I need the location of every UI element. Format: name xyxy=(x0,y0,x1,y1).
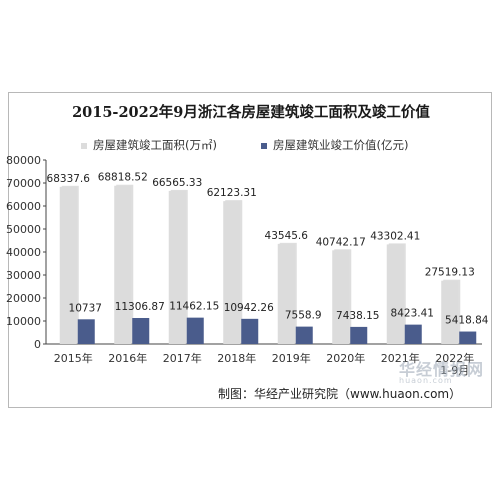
bar-area xyxy=(59,186,77,344)
data-label-area: 62123.31 xyxy=(207,187,257,199)
data-label-area: 40742.17 xyxy=(316,236,366,248)
legend: 房屋建筑竣工面积(万㎡) 房屋建筑业竣工价值(亿元) xyxy=(9,137,493,155)
bar-area xyxy=(386,244,404,344)
data-label-value: 7558.9 xyxy=(285,310,322,322)
source-credit: 制图：华经产业研究院（www.huaon.com） xyxy=(218,387,462,401)
watermark: 华经情报网 huaon.com xyxy=(385,352,495,392)
legend-item-value: 房屋建筑业竣工价值(亿元) xyxy=(261,137,408,153)
bar-value xyxy=(459,331,477,344)
bar-area xyxy=(441,280,459,344)
legend-label-area: 房屋建筑竣工面积(万㎡) xyxy=(93,138,217,152)
data-label-value: 11306.87 xyxy=(115,301,165,313)
x-tick-label: 2018年 xyxy=(217,351,256,365)
data-label-area: 68818.52 xyxy=(98,172,148,184)
y-tick-label: 70000 xyxy=(6,177,41,190)
y-tick-label: 40000 xyxy=(6,246,41,259)
bar-area xyxy=(332,250,350,344)
watermark-text: 华经情报网 xyxy=(399,360,485,379)
data-label-area: 43545.6 xyxy=(265,230,309,242)
bar-value xyxy=(186,317,204,344)
legend-swatch-area xyxy=(81,142,87,149)
bar-area xyxy=(168,190,186,344)
y-tick-label: 20000 xyxy=(6,292,41,305)
data-label-area: 66565.33 xyxy=(152,177,202,189)
y-tick-label: 0 xyxy=(34,338,41,351)
bar-area xyxy=(223,201,241,344)
bar-value xyxy=(241,318,259,344)
x-tick-label: 2015年 xyxy=(54,351,93,365)
bar-value xyxy=(295,326,313,344)
x-tick-label: 2017年 xyxy=(163,351,202,365)
bar-value xyxy=(404,324,422,344)
chart-frame: 2015-2022年9月浙江各房屋建筑竣工面积及竣工价值 房屋建筑竣工面积(万㎡… xyxy=(8,92,492,408)
x-tick-label: 2022年 1-9月 xyxy=(435,351,474,377)
data-label-value: 10737 xyxy=(69,302,102,314)
y-tick-label: 60000 xyxy=(6,200,41,213)
watermark-subtext: huaon.com xyxy=(399,376,453,385)
bar-area xyxy=(277,243,295,344)
y-tick-label: 50000 xyxy=(6,223,41,236)
legend-item-area: 房屋建筑竣工面积(万㎡) xyxy=(81,137,217,153)
x-tick-label: 2019年 xyxy=(272,351,311,365)
bar-value xyxy=(77,319,95,344)
x-tick-label: 2021年 xyxy=(381,351,420,365)
data-label-area: 68337.6 xyxy=(47,173,91,185)
chart-title: 2015-2022年9月浙江各房屋建筑竣工面积及竣工价值 xyxy=(72,104,430,121)
data-label-value: 11462.15 xyxy=(169,301,219,313)
x-tick-label: 2016年 xyxy=(108,351,147,365)
x-tick-label: 2020年 xyxy=(326,351,365,365)
legend-swatch-value xyxy=(261,142,267,149)
data-label-area: 43302.41 xyxy=(370,230,420,242)
data-label-value: 10942.26 xyxy=(224,302,274,314)
data-label-area: 27519.13 xyxy=(425,267,475,279)
data-label-value: 5418.84 xyxy=(445,315,489,327)
data-label-value: 7438.15 xyxy=(336,310,379,322)
bar-area xyxy=(114,185,132,344)
y-tick-label: 80000 xyxy=(6,154,41,167)
bar-value xyxy=(350,326,368,344)
y-tick-label: 30000 xyxy=(6,269,41,282)
data-label-value: 8423.41 xyxy=(391,308,434,320)
y-tick-label: 10000 xyxy=(6,315,41,328)
legend-label-value: 房屋建筑业竣工价值(亿元) xyxy=(273,138,409,152)
bar-value xyxy=(132,317,150,344)
